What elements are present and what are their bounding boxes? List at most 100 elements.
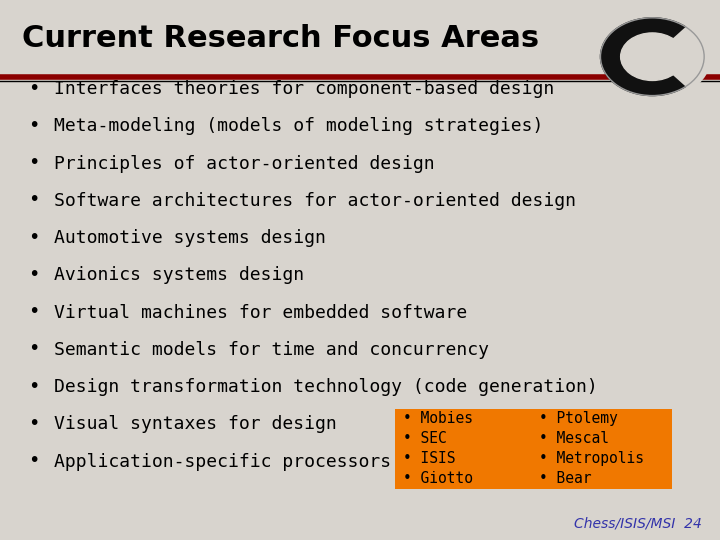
Wedge shape [652,57,655,60]
Text: Current Research Focus Areas: Current Research Focus Areas [22,24,539,53]
Wedge shape [664,43,672,51]
FancyBboxPatch shape [395,409,672,489]
Wedge shape [652,54,657,57]
Text: • Ptolemy: • Ptolemy [539,411,618,426]
Text: Interfaces theories for component-based design: Interfaces theories for component-based … [54,80,554,98]
Wedge shape [645,77,660,80]
Wedge shape [640,49,647,54]
Wedge shape [667,64,677,72]
Text: • Bear: • Bear [539,471,591,486]
Wedge shape [670,65,681,75]
Text: Avionics systems design: Avionics systems design [54,266,304,285]
Wedge shape [639,52,644,57]
Wedge shape [648,57,652,59]
Wedge shape [645,33,660,37]
Wedge shape [655,51,660,55]
Wedge shape [652,57,657,58]
Wedge shape [654,62,661,66]
Text: •: • [28,265,40,284]
Text: Meta-modeling (models of modeling strategies): Meta-modeling (models of modeling strate… [54,117,544,136]
Wedge shape [647,40,657,43]
Wedge shape [636,61,644,68]
Wedge shape [649,57,652,60]
Wedge shape [633,33,647,41]
Circle shape [621,33,684,80]
Wedge shape [628,41,638,49]
Wedge shape [647,59,652,63]
Wedge shape [661,61,669,68]
Wedge shape [632,43,641,51]
Wedge shape [660,52,666,57]
Wedge shape [677,46,684,57]
Wedge shape [643,54,648,57]
Text: •: • [28,227,40,247]
Wedge shape [665,51,670,57]
Wedge shape [660,57,666,61]
Wedge shape [655,58,660,62]
Wedge shape [644,58,649,62]
Wedge shape [652,57,657,59]
Wedge shape [624,38,635,48]
Wedge shape [665,57,670,63]
Wedge shape [664,63,672,70]
Text: • SEC: • SEC [403,431,447,446]
Wedge shape [625,57,632,65]
Wedge shape [655,65,664,70]
Text: •: • [28,78,40,98]
Wedge shape [635,70,647,77]
Wedge shape [649,63,655,67]
Wedge shape [648,54,652,57]
Text: •: • [28,190,40,210]
Text: •: • [28,376,40,396]
Wedge shape [658,59,665,65]
Wedge shape [677,57,684,67]
Wedge shape [628,64,638,72]
Text: • Mescal: • Mescal [539,431,608,446]
Wedge shape [667,41,677,49]
Wedge shape [638,68,648,73]
Text: Automotive systems design: Automotive systems design [54,229,326,247]
Wedge shape [648,57,652,58]
Text: •: • [28,414,40,433]
Text: Software architectures for actor-oriented design: Software architectures for actor-oriente… [54,192,576,210]
Wedge shape [652,57,653,60]
Wedge shape [644,47,650,51]
Wedge shape [630,57,636,64]
Wedge shape [654,47,661,51]
Wedge shape [634,51,640,57]
Wedge shape [635,37,647,43]
Wedge shape [621,57,628,67]
Wedge shape [650,50,654,53]
Wedge shape [657,40,667,46]
Wedge shape [657,70,670,77]
Wedge shape [644,51,649,55]
Wedge shape [638,40,648,46]
Wedge shape [632,63,641,70]
Wedge shape [641,65,649,70]
Wedge shape [647,73,658,77]
Wedge shape [661,46,669,52]
Wedge shape [633,72,647,80]
Wedge shape [658,33,672,41]
Text: •: • [28,339,40,359]
Wedge shape [672,48,680,57]
Wedge shape [650,60,654,64]
Wedge shape [652,55,657,57]
Text: •: • [28,302,40,321]
Wedge shape [652,53,653,57]
Wedge shape [657,57,662,59]
Wedge shape [657,54,662,57]
Text: •: • [28,116,40,135]
Wedge shape [649,46,655,50]
Wedge shape [636,46,644,52]
Wedge shape [658,49,665,54]
Wedge shape [621,46,628,57]
Text: • Giotto: • Giotto [403,471,473,486]
Wedge shape [655,43,664,49]
Wedge shape [657,68,667,73]
Wedge shape [672,57,680,65]
Wedge shape [648,66,657,70]
Wedge shape [652,53,655,57]
Text: Chess/ISIS/MSI  24: Chess/ISIS/MSI 24 [574,516,702,530]
Wedge shape [647,70,657,73]
